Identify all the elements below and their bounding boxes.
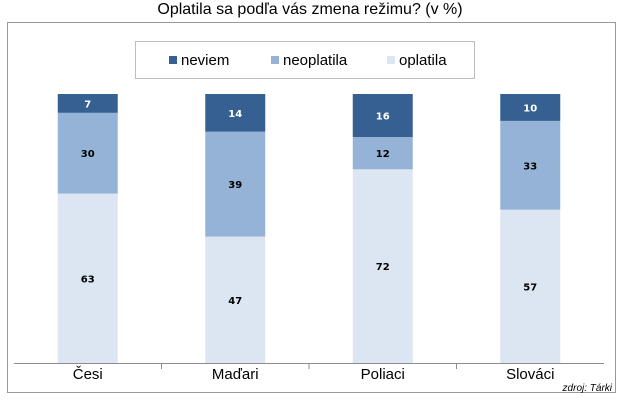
chart-title: Oplatila sa podľa vás zmena režimu? (v %… <box>157 1 463 18</box>
legend: neviem neoplatila oplatila <box>135 41 475 79</box>
data-label-neoplatila-3: 12 <box>376 149 390 160</box>
x-tick-label-1: Česi <box>73 366 103 383</box>
legend-swatch-neviem <box>169 56 177 64</box>
bar-segment-neoplatila-4 <box>500 120 561 210</box>
legend-label-neviem: neviem <box>181 52 230 69</box>
data-label-neoplatila-2: 39 <box>228 180 242 191</box>
legend-swatch-oplatila <box>387 56 395 64</box>
data-label-neviem-2: 14 <box>228 109 242 120</box>
data-label-neviem-3: 16 <box>376 112 390 123</box>
x-tick-label-3: Poliaci <box>361 366 405 383</box>
data-label-oplatila-1: 63 <box>81 274 95 285</box>
bar-segment-neoplatila-2 <box>205 131 266 237</box>
data-label-oplatila-3: 72 <box>376 262 390 273</box>
bar-segment-neoplatila-1 <box>57 112 118 194</box>
bar-segment-oplatila-3 <box>352 169 413 363</box>
data-label-oplatila-2: 47 <box>228 296 242 307</box>
data-label-neviem-1: 7 <box>84 99 91 110</box>
legend-swatch-neoplatila <box>271 56 279 64</box>
source-note: zdroj: Tárki <box>562 383 612 394</box>
data-label-oplatila-4: 57 <box>523 282 537 293</box>
bar-segment-neoplatila-3 <box>352 137 413 170</box>
bar-segment-neviem-1 <box>57 94 118 113</box>
bar-segment-oplatila-1 <box>57 193 118 363</box>
x-tick-label-2: Maďari <box>212 366 259 383</box>
data-label-neviem-4: 10 <box>523 103 537 114</box>
bar-segment-neviem-3 <box>352 94 413 138</box>
bar-segment-oplatila-4 <box>500 209 561 363</box>
bar-segment-neviem-4 <box>500 94 561 121</box>
data-label-neoplatila-4: 33 <box>523 161 537 172</box>
bar-segment-neviem-2 <box>205 94 266 132</box>
legend-label-neoplatila: neoplatila <box>283 52 348 69</box>
legend-label-oplatila: oplatila <box>399 52 447 69</box>
bar-segment-oplatila-2 <box>205 236 266 363</box>
x-tick-label-4: Slováci <box>506 366 554 383</box>
plot-frame <box>7 22 616 393</box>
data-label-neoplatila-1: 30 <box>81 149 95 160</box>
